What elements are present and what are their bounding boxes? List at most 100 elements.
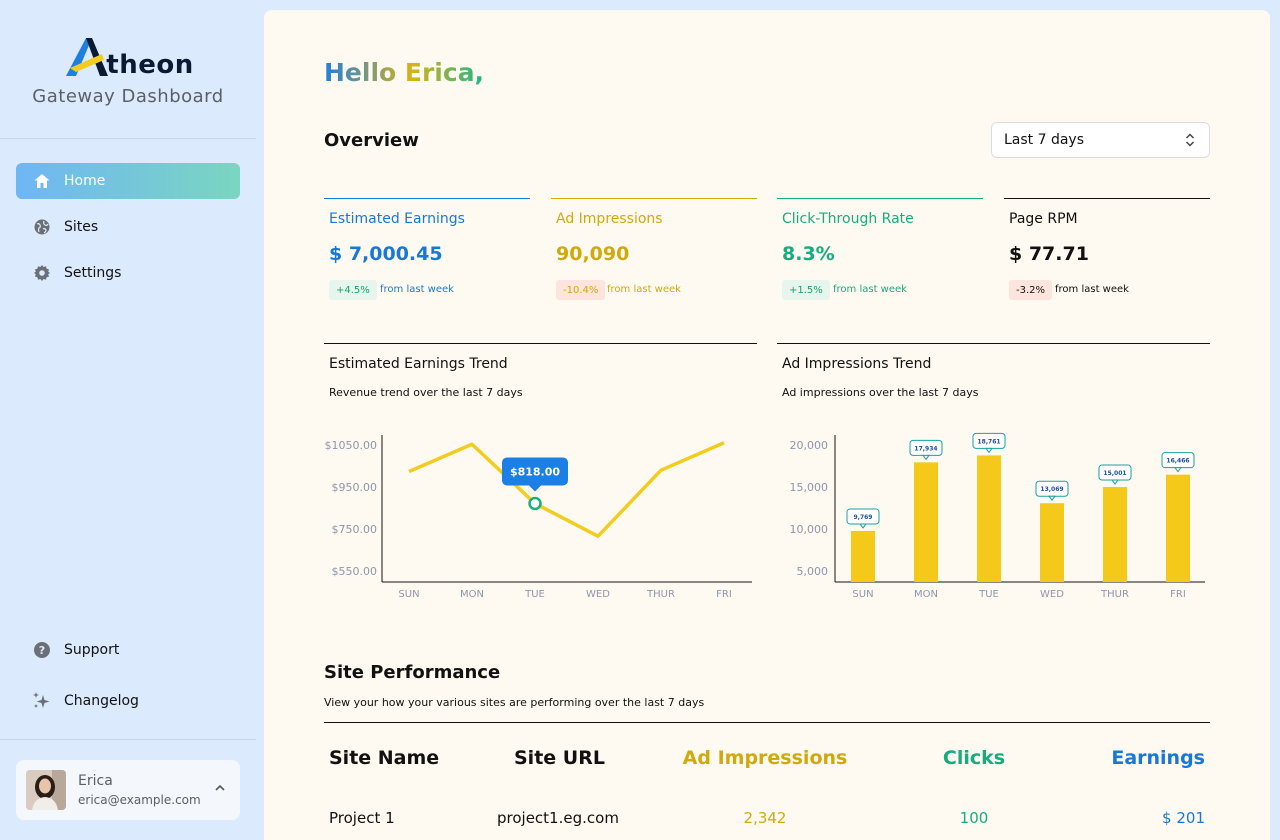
user-name: Erica [78,773,113,789]
sidebar-divider [0,138,256,139]
kpi-change-badge: +4.5% [329,280,377,300]
x-tick-label: TUE [978,589,999,600]
column-header-site-url: Site URL [514,747,605,769]
table-cell-site-url[interactable]: project1.eg.com [497,809,619,827]
home-icon [32,171,52,191]
sidebar-item-support[interactable]: ? Support [16,632,240,668]
table-cell-ad-impressions: 2,342 [743,809,787,827]
chart-subtitle: Revenue trend over the last 7 days [329,386,523,399]
brand-subtitle: Gateway Dashboard [32,86,224,107]
kpi-label: Ad Impressions [556,211,663,227]
bar-value-label: 17,934 [914,445,937,452]
x-tick-label: WED [586,589,610,600]
impressions-trend-chart: Ad Impressions Trend Ad impressions over… [777,343,1210,603]
kpi-subtext: from last week [380,284,454,295]
bar [914,462,938,582]
earnings-trend-chart: Estimated Earnings Trend Revenue trend o… [324,343,757,603]
kpi-value: $ 7,000.45 [329,243,443,265]
kpi-value: 8.3% [782,243,835,265]
site-performance-table: Site Name Site URL Ad Impressions Clicks… [324,722,1210,827]
bar [1103,486,1127,582]
chart-title: Ad Impressions Trend [782,356,932,372]
sidebar-item-home[interactable]: Home [16,163,240,199]
chevron-updown-icon [1185,133,1195,147]
main-panel: Hello Erica, Overview Last 7 days Estima… [264,10,1270,840]
tooltip-pointer [529,485,541,492]
brand: theon Gateway Dashboard [0,30,256,107]
y-tick-label: $1050.00 [325,439,378,452]
kpi-change-badge: +1.5% [782,280,830,300]
bar-value-label: 13,069 [1040,486,1063,493]
sidebar-item-label: Changelog [64,693,139,709]
x-tick-label: TUE [524,589,545,600]
user-menu[interactable]: Erica erica@example.com [16,760,240,820]
kpi-value: 90,090 [556,243,630,265]
earnings-line-series [408,441,725,538]
sidebar-divider [0,739,256,740]
bar-value-pointer [985,447,993,454]
kpi-change-badge: -10.4% [556,280,606,300]
kpi-ad-impressions: Ad Impressions 90,090 -10.4% from last w… [551,198,757,308]
bar-value-label: 15,001 [1103,470,1126,477]
y-tick-label: $950.00 [332,481,378,494]
kpi-label: Page RPM [1009,211,1078,227]
atheon-logo-icon [66,38,109,76]
bar-chart-plot: 20,000 15,000 10,000 5,000 9,769 17,934 18,761… [790,432,1205,600]
sidebar: theon Gateway Dashboard Home Sites Setti… [0,0,256,840]
sidebar-item-sites[interactable]: Sites [16,209,240,245]
y-tick-label: $550.00 [332,565,378,578]
svg-text:?: ? [39,644,45,657]
bar-value-label: 18,761 [977,438,1000,445]
bar-value-label: 9,769 [854,514,873,521]
tooltip-label: $818.00 [510,465,560,478]
y-tick-label: 5,000 [797,565,829,578]
help-icon: ? [32,640,52,660]
gear-icon [32,263,52,283]
bar-value-pointer [1048,495,1056,502]
table-cell-earnings: $ 201 [1162,809,1205,827]
x-tick-label: SUN [398,589,419,600]
x-tick-label: MON [914,589,938,600]
y-tick-label: 10,000 [790,523,829,536]
date-range-select[interactable]: Last 7 days [991,122,1210,158]
site-performance-subtitle: View your how your various sites are per… [324,696,705,709]
globe-icon [32,217,52,237]
bar [977,455,1001,582]
bar-value-pointer [922,454,930,461]
column-header-earnings: Earnings [1111,747,1205,769]
x-tick-label: THUR [646,589,675,600]
tooltip-box [502,457,568,486]
y-tick-label: 20,000 [790,439,829,452]
data-point-marker [528,496,542,511]
kpi-estimated-earnings: Estimated Earnings $ 7,000.45 +4.5% from… [324,198,530,308]
avatar [26,770,66,810]
date-range-value: Last 7 days [1004,132,1085,148]
kpi-subtext: from last week [607,284,681,295]
bar-value-label: 16,466 [1166,458,1189,465]
greeting: Hello Erica, [324,58,485,87]
kpi-subtext: from last week [833,284,907,295]
column-header-site-name: Site Name [329,747,440,769]
kpi-change-badge: -3.2% [1009,280,1053,300]
line-chart-plot: $1050.00 $950.00 $750.00 $550.00 SUN MON TUE WE… [325,435,752,600]
column-header-clicks: Clicks [942,747,1006,769]
bar [851,530,875,582]
bar-value-pointer [859,523,867,529]
sidebar-item-settings[interactable]: Settings [16,255,240,291]
y-tick-label: 15,000 [790,481,829,494]
kpi-click-through-rate: Click-Through Rate 8.3% +1.5% from last … [777,198,983,308]
table-cell-site-name: Project 1 [329,809,395,827]
kpi-value: $ 77.71 [1009,243,1089,265]
x-tick-label: THUR [1100,589,1129,600]
chevron-up-icon [215,784,225,791]
sidebar-item-label: Home [64,173,106,189]
sidebar-item-label: Support [64,642,120,658]
x-tick-label: FRI [1170,589,1186,600]
sidebar-item-label: Settings [64,265,122,281]
column-header-ad-impressions: Ad Impressions [682,747,848,769]
sidebar-item-changelog[interactable]: Changelog [16,683,240,719]
sparkle-icon [32,691,52,711]
user-email: erica@example.com [78,793,201,807]
kpi-label: Estimated Earnings [329,211,465,227]
x-tick-label: WED [1040,589,1064,600]
